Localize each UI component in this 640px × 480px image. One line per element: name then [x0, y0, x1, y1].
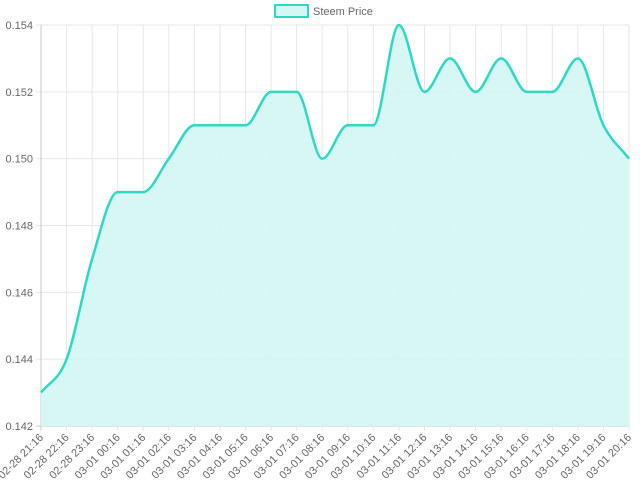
legend[interactable]: Steem Price — [274, 4, 373, 18]
data-point[interactable] — [318, 155, 326, 163]
data-point[interactable] — [497, 54, 505, 62]
legend-label[interactable]: Steem Price — [313, 6, 373, 18]
data-point[interactable] — [369, 121, 377, 129]
data-point[interactable] — [446, 54, 454, 62]
y-axis: 0.142 0.144 0.146 0.148 0.150 0.152 0.154 — [5, 20, 33, 433]
data-point[interactable] — [395, 21, 403, 29]
data-point[interactable] — [37, 389, 45, 397]
y-tick-label: 0.154 — [5, 20, 33, 32]
data-point[interactable] — [599, 121, 607, 129]
data-point[interactable] — [165, 155, 173, 163]
y-tick-label: 0.150 — [5, 154, 33, 166]
series-line — [40, 23, 630, 394]
legend-swatch[interactable] — [274, 4, 309, 18]
area-layer — [37, 21, 633, 426]
series-area-fill — [41, 25, 629, 426]
y-tick-label: 0.146 — [5, 287, 33, 299]
data-point[interactable] — [139, 188, 147, 196]
data-point[interactable] — [242, 121, 250, 129]
data-point[interactable] — [114, 188, 122, 196]
data-point[interactable] — [548, 88, 556, 96]
data-point[interactable] — [293, 88, 301, 96]
y-tick-label: 0.144 — [5, 354, 33, 366]
y-tick-label: 0.142 — [5, 421, 33, 433]
data-point[interactable] — [625, 155, 633, 163]
data-point[interactable] — [420, 88, 428, 96]
data-point[interactable] — [344, 121, 352, 129]
data-point[interactable] — [267, 88, 275, 96]
data-point[interactable] — [216, 121, 224, 129]
data-point[interactable] — [523, 88, 531, 96]
y-tick-label: 0.152 — [5, 87, 33, 99]
data-point[interactable] — [574, 54, 582, 62]
data-point[interactable] — [472, 88, 480, 96]
data-point[interactable] — [88, 255, 96, 263]
data-point[interactable] — [63, 355, 71, 363]
y-tick-label: 0.148 — [5, 221, 33, 233]
data-point[interactable] — [190, 121, 198, 129]
